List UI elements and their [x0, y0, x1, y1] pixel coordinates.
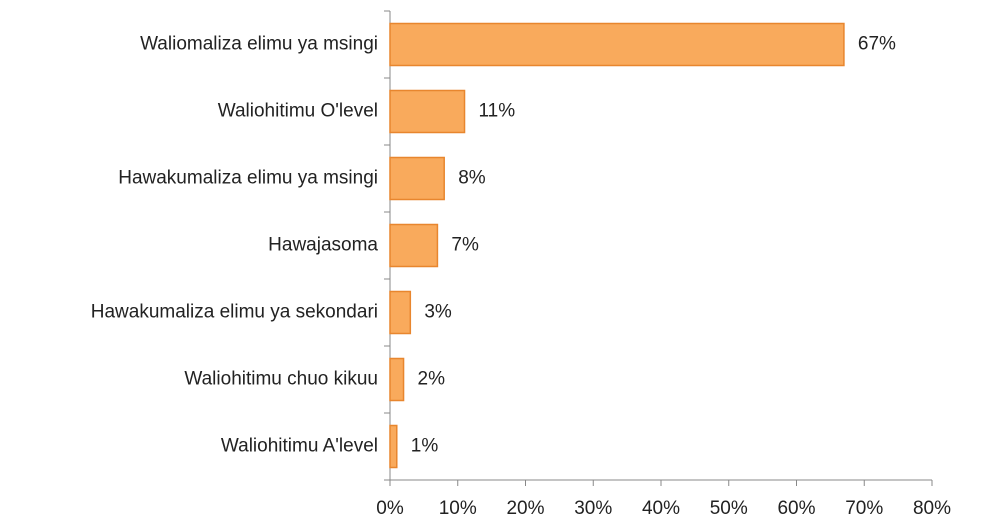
bar	[389, 424, 398, 469]
value-label: 2%	[418, 369, 446, 390]
x-tick-label: 10%	[439, 498, 477, 519]
x-tick-label: 80%	[913, 498, 951, 519]
y-tick-label: Hawajasoma	[268, 235, 378, 256]
bar	[389, 89, 466, 134]
y-tick-label: Waliohitimu O'level	[218, 101, 378, 122]
bar	[389, 290, 412, 335]
x-tick-label: 20%	[506, 498, 544, 519]
bar	[389, 156, 445, 201]
value-label: 1%	[411, 436, 439, 457]
y-tick-label: Waliomaliza elimu ya msingi	[140, 34, 378, 55]
y-tick-label: Hawakumaliza elimu ya sekondari	[91, 302, 378, 323]
y-tick-label: Waliohitimu chuo kikuu	[184, 369, 378, 390]
y-tick-label: Waliohitimu A'level	[221, 436, 378, 457]
x-tick-label: 0%	[376, 498, 404, 519]
bar	[389, 357, 405, 402]
x-tick-label: 70%	[845, 498, 883, 519]
value-label: 8%	[458, 168, 486, 189]
bar	[389, 22, 845, 67]
value-label: 3%	[424, 302, 452, 323]
x-tick-label: 30%	[574, 498, 612, 519]
value-label: 11%	[479, 101, 516, 122]
x-tick-label: 40%	[642, 498, 680, 519]
y-tick-label: Hawakumaliza elimu ya msingi	[118, 168, 378, 189]
bar	[389, 223, 439, 268]
value-label: 67%	[858, 34, 896, 55]
x-tick-label: 60%	[777, 498, 815, 519]
x-tick-label: 50%	[710, 498, 748, 519]
value-label: 7%	[451, 235, 479, 256]
